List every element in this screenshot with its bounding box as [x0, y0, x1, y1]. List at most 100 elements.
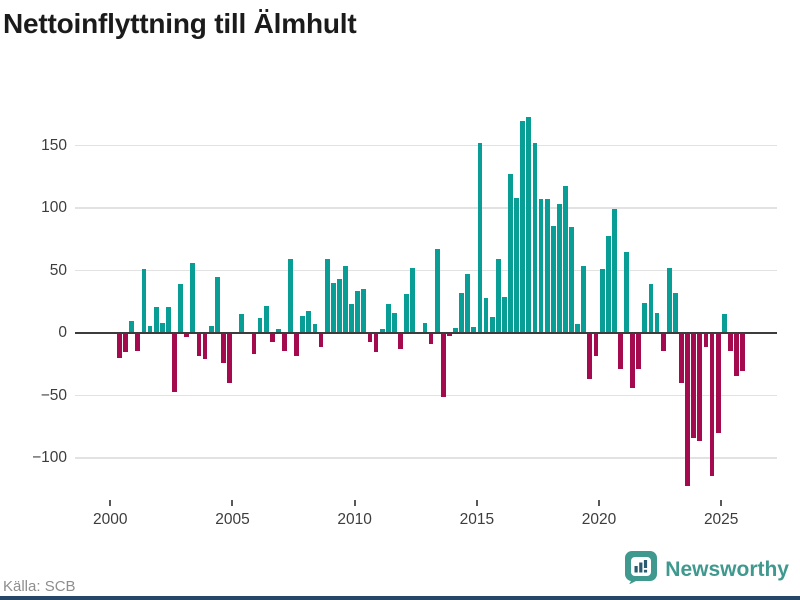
bar-2018Q4 [569, 226, 574, 333]
bar-2007Q4 [300, 315, 306, 333]
bar-2020Q3 [611, 209, 617, 333]
bar-2006Q3 [269, 333, 275, 342]
bar-2010Q2 [361, 289, 367, 333]
bar-2006Q2 [263, 305, 269, 333]
bar-2021Q4 [642, 303, 648, 333]
bar-2009Q3 [343, 265, 348, 333]
bar-2007Q3 [294, 333, 300, 356]
page-title: Nettoinflyttning till Älmhult [3, 8, 357, 39]
bottom-accent-strip [0, 596, 800, 600]
bar-2001Q1 [135, 333, 141, 351]
bar-2014Q4 [471, 326, 477, 333]
bar-2000Q4 [129, 320, 135, 333]
bar-2000Q2 [117, 333, 122, 358]
bar-2013Q2 [434, 249, 440, 333]
bar-2013Q1 [428, 333, 434, 345]
brand-name: Newsworthy [665, 558, 789, 581]
bar-2020Q1 [599, 269, 605, 333]
bar-2014Q3 [465, 274, 471, 333]
bar-2008Q1 [306, 310, 312, 333]
bar-2023Q1 [673, 293, 678, 333]
bar-2024Q3 [709, 333, 715, 476]
bar-2004Q1 [208, 325, 214, 333]
bar-2017Q1 [526, 116, 532, 333]
gridline-150 [75, 144, 777, 147]
x-tick-label-2015: 2015 [459, 511, 495, 528]
bar-2003Q2 [190, 263, 196, 333]
bar-2015Q1 [477, 143, 483, 333]
y-tick-label: 100 [41, 199, 67, 216]
bar-2023Q4 [691, 333, 697, 438]
bar-2022Q2 [654, 313, 660, 333]
bar-2020Q2 [605, 235, 611, 333]
bar-2014Q1 [453, 328, 458, 333]
bar-2025Q2 [727, 333, 733, 351]
bar-2015Q2 [483, 298, 489, 333]
x-tick-mark [109, 500, 112, 506]
bar-2019Q2 [581, 265, 587, 333]
x-tick-label-2005: 2005 [215, 511, 250, 528]
bar-2017Q2 [532, 143, 538, 333]
bar-2008Q2 [312, 324, 318, 333]
bar-chart-speech-bubble-icon [625, 551, 658, 589]
bar-2018Q2 [556, 204, 562, 333]
bar-2024Q2 [703, 333, 709, 347]
bar-2002Q1 [159, 323, 165, 333]
bar-2021Q2 [630, 333, 636, 388]
x-tick-label-2000: 2000 [93, 511, 128, 528]
bar-2025Q3 [734, 333, 739, 376]
bar-2008Q3 [318, 333, 324, 347]
bar-2012Q1 [404, 294, 410, 333]
gridline-50 [75, 269, 777, 272]
bar-2005Q2 [239, 314, 245, 333]
bar-2018Q3 [563, 185, 568, 333]
bar-2012Q4 [422, 323, 428, 333]
bar-2016Q2 [508, 174, 513, 333]
bar-2016Q4 [520, 120, 526, 333]
bar-2017Q3 [538, 199, 544, 333]
bar-2019Q3 [587, 333, 593, 380]
bar-2013Q4 [446, 333, 452, 336]
gridline-−50 [75, 394, 777, 397]
zero-line [75, 331, 777, 335]
bar-2006Q1 [257, 318, 263, 333]
bar-2016Q3 [514, 198, 519, 333]
bar-2023Q3 [685, 333, 691, 486]
bar-2021Q3 [636, 333, 642, 370]
bar-2023Q2 [679, 333, 684, 383]
bar-2019Q4 [593, 333, 599, 356]
bar-2013Q3 [440, 333, 446, 397]
bar-2007Q1 [282, 333, 287, 351]
bar-2011Q4 [398, 333, 403, 350]
bar-2010Q1 [355, 290, 361, 333]
bar-2001Q2 [141, 269, 147, 333]
bar-2010Q4 [373, 333, 379, 352]
bar-2002Q4 [178, 284, 183, 333]
bar-2015Q3 [489, 316, 495, 333]
y-tick-label: −100 [32, 449, 67, 466]
bar-2002Q2 [165, 306, 171, 333]
bar-2024Q4 [715, 333, 721, 433]
bar-2025Q4 [740, 333, 745, 371]
source-note: Källa: SCB [3, 578, 76, 595]
bar-2001Q4 [153, 306, 159, 333]
x-tick-mark [475, 500, 478, 506]
y-tick-label: −50 [40, 386, 67, 404]
bar-2022Q1 [648, 284, 654, 333]
bar-2022Q3 [660, 333, 666, 351]
x-tick-mark [353, 500, 356, 506]
x-tick-mark [231, 500, 234, 506]
x-tick-mark [598, 500, 601, 506]
bar-2007Q2 [288, 259, 293, 333]
bar-2015Q4 [495, 259, 501, 333]
x-tick-label-2025: 2025 [703, 511, 739, 528]
bar-2003Q1 [184, 333, 190, 337]
x-tick-mark [720, 500, 723, 506]
bar-2011Q2 [385, 304, 391, 333]
bar-2005Q4 [251, 333, 257, 355]
bar-2003Q3 [196, 333, 202, 356]
x-tick-label-2010: 2010 [337, 511, 372, 528]
bar-2003Q4 [202, 333, 208, 360]
bar-2017Q4 [544, 199, 550, 333]
